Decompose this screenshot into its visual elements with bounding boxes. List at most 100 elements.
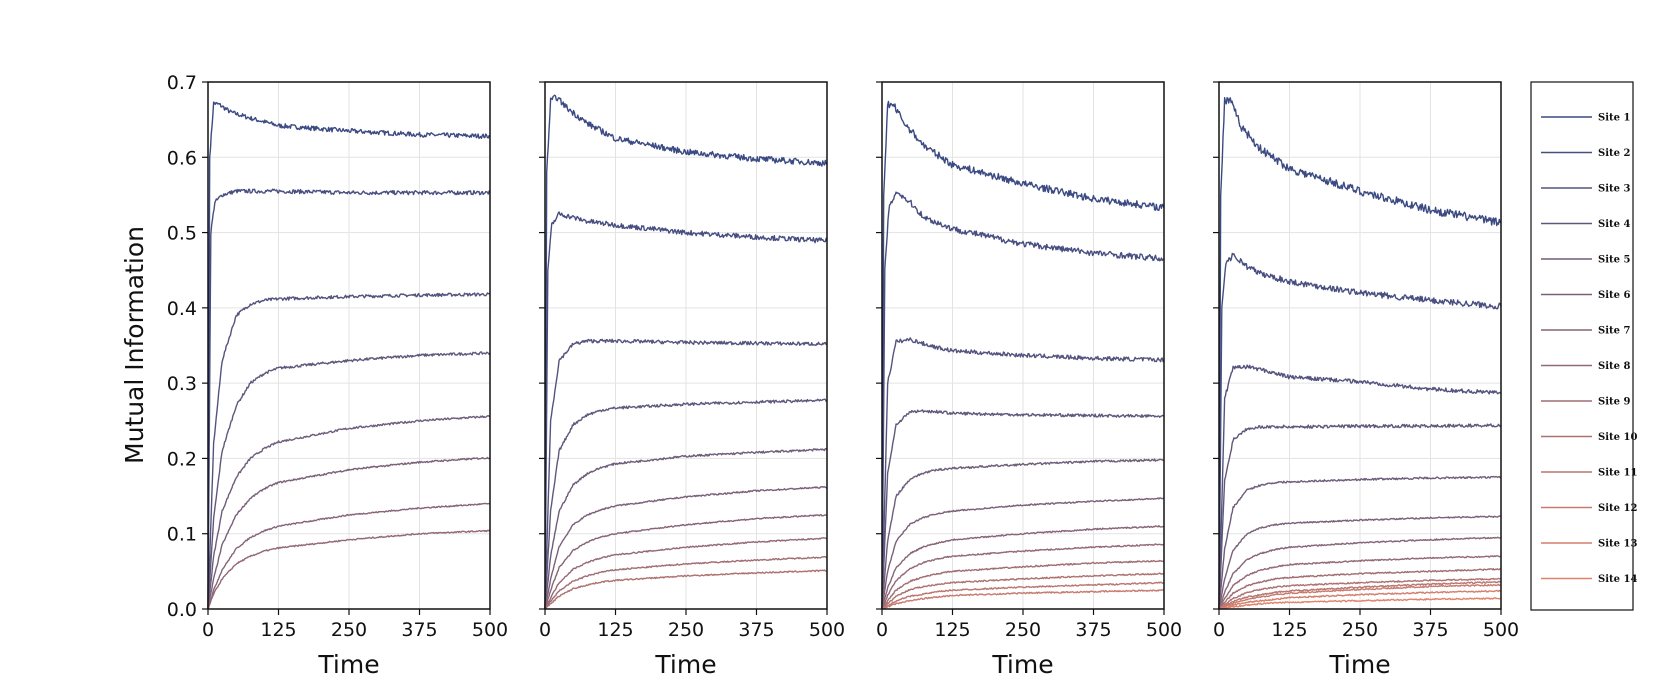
series-line-site-10 [1218, 577, 1502, 610]
legend-label: Site 9 [1598, 397, 1630, 408]
series-line-site-8 [1218, 555, 1502, 610]
series-line-site-6 [207, 456, 491, 610]
x-axis-title: Time [654, 650, 716, 679]
series-line-site-3 [881, 337, 1165, 610]
series-line-site-4 [544, 398, 828, 610]
legend-label: Site 3 [1598, 184, 1630, 195]
series-line-site-6 [881, 497, 1165, 610]
x-tick-label: 0 [539, 619, 551, 641]
legend-item: Site 4 [1541, 219, 1630, 230]
legend-label: Site 6 [1598, 290, 1630, 301]
legend-label: Site 7 [1598, 326, 1630, 337]
legend-item: Site 5 [1541, 255, 1630, 266]
x-tick-label: 500 [1483, 619, 1519, 641]
series-line-site-5 [881, 458, 1165, 610]
y-axis-title: Mutual Information [120, 226, 149, 464]
x-axis-title: Time [991, 650, 1053, 679]
legend-item: Site 9 [1541, 397, 1630, 408]
series-line-site-7 [881, 525, 1165, 610]
x-tick-label: 500 [1146, 619, 1182, 641]
series-line-site-8 [207, 529, 491, 610]
series-line-site-5 [1218, 475, 1502, 610]
y-tick-label: 0.1 [167, 524, 197, 546]
series-line-site-7 [544, 513, 828, 610]
series-line-site-3 [544, 338, 828, 610]
series-line-site-1 [1218, 97, 1502, 610]
series-line-site-4 [1218, 423, 1502, 610]
series-line-site-2 [1218, 252, 1502, 610]
x-tick-label: 500 [472, 619, 508, 641]
series-line-site-4 [207, 351, 491, 610]
y-tick-label: 0.4 [167, 298, 197, 320]
series-line-site-1 [544, 94, 828, 610]
legend-item: Site 11 [1541, 468, 1637, 479]
x-tick-label: 375 [738, 619, 774, 641]
x-tick-label: 250 [331, 619, 367, 641]
series-line-site-13 [1218, 589, 1502, 610]
series-line-site-1 [207, 101, 491, 610]
y-tick-label: 0.6 [167, 147, 197, 169]
legend-label: Site 11 [1598, 468, 1637, 479]
legend-item: Site 2 [1541, 148, 1630, 159]
panel-1: 0 125 250 375 500 0.0 0.1 0.2 0.3 0.4 0.5 0.6 0.7 Tim… [167, 72, 508, 679]
y-tick-label: 0.2 [167, 448, 197, 470]
x-tick-label: 0 [202, 619, 214, 641]
series-line-site-2 [544, 211, 828, 610]
x-axis-title: Time [317, 650, 379, 679]
series-line-site-9 [881, 559, 1165, 610]
series-line-site-11 [881, 581, 1165, 610]
legend-item: Site 8 [1541, 361, 1630, 372]
series-line-site-8 [544, 537, 828, 610]
x-tick-label: 125 [597, 619, 633, 641]
x-tick-label: 250 [1005, 619, 1041, 641]
x-tick-label: 250 [1342, 619, 1378, 641]
series-line-site-10 [881, 572, 1165, 610]
series-line-site-6 [544, 485, 828, 610]
y-tick-label: 0.3 [167, 373, 197, 395]
series-line-site-6 [1218, 515, 1502, 610]
series-line-site-1 [881, 100, 1165, 610]
series-line-site-4 [881, 409, 1165, 610]
legend-item: Site 14 [1541, 574, 1637, 585]
x-tick-label: 125 [260, 619, 296, 641]
legend-label: Site 5 [1598, 255, 1630, 266]
series-line-site-3 [1218, 364, 1502, 610]
series-line-site-9 [1218, 568, 1502, 610]
panel-2: 0 125 250 375 500 Time [539, 81, 845, 679]
legend-item: Site 13 [1541, 539, 1637, 550]
legend-item: Site 1 [1541, 113, 1630, 124]
series-line-site-11 [1218, 580, 1502, 610]
legend-label: Site 1 [1598, 113, 1630, 124]
y-tick-label: 0.0 [167, 599, 197, 621]
series-line-site-3 [207, 292, 491, 610]
series-line-site-5 [544, 448, 828, 610]
x-tick-label: 500 [809, 619, 845, 641]
series-line-site-2 [207, 188, 491, 610]
legend-item: Site 6 [1541, 290, 1630, 301]
legend-label: Site 2 [1598, 148, 1630, 159]
legend-label: Site 13 [1598, 539, 1637, 550]
legend-label: Site 8 [1598, 361, 1630, 372]
series-line-site-12 [881, 589, 1165, 610]
x-axis-title: Time [1328, 650, 1390, 679]
x-tick-label: 125 [934, 619, 970, 641]
x-tick-label: 250 [668, 619, 704, 641]
series-line-site-7 [1218, 536, 1502, 610]
legend-label: Site 4 [1598, 219, 1630, 230]
legend-item: Site 10 [1541, 432, 1637, 443]
x-tick-label: 375 [1075, 619, 1111, 641]
series-line-site-7 [207, 502, 491, 610]
series-line-site-12 [1218, 583, 1501, 610]
series-line-site-2 [881, 191, 1165, 610]
x-tick-label: 125 [1271, 619, 1307, 641]
x-tick-label: 0 [876, 619, 888, 641]
series-line-site-9 [544, 555, 828, 610]
panel-4: 0 125 250 375 500 Time [1213, 81, 1519, 679]
x-tick-label: 375 [1412, 619, 1448, 641]
y-tick-label: 0.5 [167, 223, 197, 245]
series-line-site-10 [544, 569, 828, 610]
series-line-site-14 [1218, 597, 1502, 610]
panel-3: 0 125 250 375 500 Time [876, 81, 1182, 679]
panels: 0 125 250 375 500 0.0 0.1 0.2 0.3 0.4 0.5 0.6 0.7 Tim… [167, 72, 1519, 679]
legend: Site 1 Site 2 Site 3 Site 4 Site 5 Site 6 Site… [1530, 81, 1637, 611]
